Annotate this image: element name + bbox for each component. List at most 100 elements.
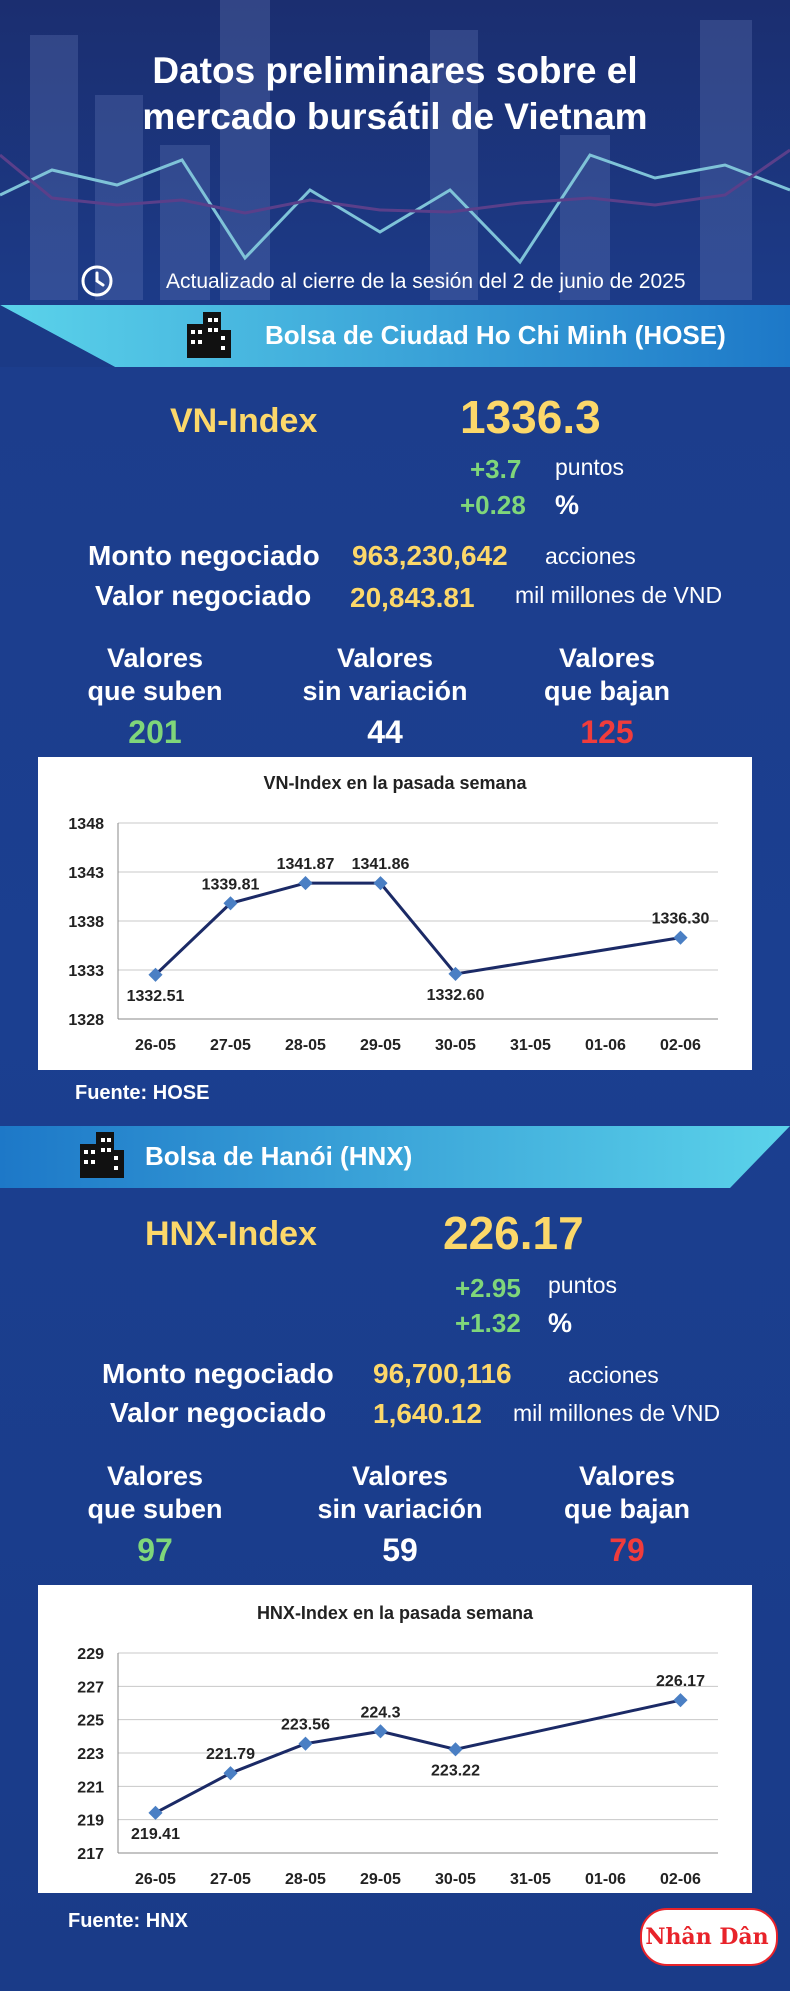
data-label: 223.56 xyxy=(281,1717,330,1734)
unchanged-label-1: Valores xyxy=(336,643,434,673)
y-tick-label: 1343 xyxy=(68,865,104,882)
hnx-turnover-unit: mil millones de VND xyxy=(513,1400,721,1426)
decliners-label-1: Valores xyxy=(578,1461,676,1491)
vn-chart-svg: VN-Index en la pasada semana 1328 1333 1338… xyxy=(68,773,718,1054)
x-tick-label: 26-05 xyxy=(135,1871,176,1888)
data-point xyxy=(298,876,313,891)
data-point xyxy=(673,1693,688,1708)
hnx-unchanged: Valores sin variación 59 xyxy=(305,1460,495,1569)
hnx-turnover-label: Valor negociado xyxy=(110,1397,327,1428)
vn-index-value: 1336.3 xyxy=(460,391,601,443)
vn-volume-label: Monto negociado xyxy=(88,540,320,571)
x-tick-label: 27-05 xyxy=(210,1037,251,1054)
x-tick-label: 26-05 xyxy=(135,1037,176,1054)
decliners-label-1: Valores xyxy=(558,643,656,673)
vn-decliners: Valores que bajan 125 xyxy=(512,642,702,751)
y-tick-label: 219 xyxy=(77,1813,104,1830)
hnx-volume-value: 96,700,116 xyxy=(373,1358,512,1389)
hnx-volume-label: Monto negociado xyxy=(102,1358,334,1389)
vn-turnover-label: Valor negociado xyxy=(95,580,312,611)
chart-title: HNX-Index en la pasada semana xyxy=(257,1603,534,1623)
data-label: 1341.87 xyxy=(277,856,335,873)
data-label: 1339.81 xyxy=(202,876,260,893)
hnx-pct-label: % xyxy=(548,1308,573,1338)
decliners-label-2: que bajan xyxy=(543,676,671,706)
y-tick-label: 227 xyxy=(77,1679,104,1696)
hnx-chart-svg: HNX-Index en la pasada semana 217 219 221 22… xyxy=(77,1603,718,1888)
advancers-label-1: Valores xyxy=(106,643,204,673)
bg-column xyxy=(430,30,478,300)
hnx-decliners: Valores que bajan 79 xyxy=(532,1460,722,1569)
x-tick-label: 27-05 xyxy=(210,1871,251,1888)
hnx-turnover-value: 1,640.12 xyxy=(373,1398,482,1429)
hnx-source: Fuente: HNX xyxy=(68,1910,188,1932)
logo-text: Nhân Dân xyxy=(645,1924,769,1950)
y-tick-label: 223 xyxy=(77,1746,104,1763)
data-label: 1336.30 xyxy=(652,911,710,928)
data-label: 1341.86 xyxy=(352,856,410,873)
vn-change-pct: +0.28 xyxy=(460,490,526,520)
advancers-label-2: que suben xyxy=(87,676,223,706)
x-tick-label: 29-05 xyxy=(360,1037,401,1054)
data-label: 221.79 xyxy=(206,1746,255,1763)
decliners-label-2: que bajan xyxy=(563,1494,691,1524)
vn-change-points: +3.7 xyxy=(470,454,522,484)
data-point xyxy=(373,876,388,891)
vn-pct-label: % xyxy=(555,490,580,520)
y-tick-label: 1333 xyxy=(68,963,104,980)
bg-column xyxy=(30,35,78,300)
unchanged-label-2: sin variación xyxy=(302,676,468,706)
bg-column xyxy=(160,145,210,300)
advancers-label-2: que suben xyxy=(87,1494,223,1524)
x-tick-label: 31-05 xyxy=(510,1037,551,1054)
vn-points-label: puntos xyxy=(555,454,625,480)
hnx-points-label: puntos xyxy=(548,1272,618,1298)
bg-column xyxy=(220,0,270,300)
unchanged-value: 44 xyxy=(367,714,403,750)
y-tick-label: 1338 xyxy=(68,914,104,931)
data-point xyxy=(673,930,688,945)
vn-volume-value: 963,230,642 xyxy=(352,540,508,571)
title-line-2: mercado bursátil de Vietnam xyxy=(142,96,648,137)
x-tick-label: 01-06 xyxy=(585,1871,626,1888)
data-label: 226.17 xyxy=(656,1673,705,1690)
decliners-value: 79 xyxy=(609,1532,645,1568)
x-tick-label: 02-06 xyxy=(660,1871,701,1888)
chart-title: VN-Index en la pasada semana xyxy=(263,773,527,793)
data-label: 1332.60 xyxy=(427,987,485,1004)
data-point xyxy=(298,1736,313,1751)
band-shape xyxy=(0,1126,790,1188)
header-trend-lines xyxy=(0,148,790,265)
hnx-advancers: Valores que suben 97 xyxy=(60,1460,250,1569)
y-tick-label: 1328 xyxy=(68,1012,104,1029)
bg-column xyxy=(700,20,752,300)
data-label: 219.41 xyxy=(131,1826,180,1843)
hnx-change-points: +2.95 xyxy=(455,1273,521,1303)
vn-turnover-unit: mil millones de VND xyxy=(515,582,723,608)
x-tick-label: 28-05 xyxy=(285,1871,326,1888)
unchanged-label-1: Valores xyxy=(351,1461,449,1491)
y-tick-label: 221 xyxy=(77,1779,104,1796)
hnx-volume-unit: acciones xyxy=(568,1362,659,1388)
data-label: 223.22 xyxy=(431,1762,480,1779)
data-point xyxy=(373,1724,388,1739)
vn-advancers: Valores que suben 201 xyxy=(60,642,250,751)
series-line xyxy=(154,1698,681,1815)
advancers-value: 201 xyxy=(128,714,182,750)
advancers-value: 97 xyxy=(137,1532,173,1568)
title-line-1: Datos preliminares sobre el xyxy=(152,50,638,91)
x-tick-label: 28-05 xyxy=(285,1037,326,1054)
hnx-exchange-name: Bolsa de Hanói (HNX) xyxy=(145,1141,413,1171)
updated-text: Actualizado al cierre de la sesión del 2… xyxy=(166,270,686,293)
vn-index-chart: VN-Index en la pasada semana 1328 1333 1338… xyxy=(38,757,752,1070)
clock-icon xyxy=(81,265,113,297)
hnx-change-pct: +1.32 xyxy=(455,1308,521,1338)
x-tick-label: 30-05 xyxy=(435,1871,476,1888)
x-tick-label: 01-06 xyxy=(585,1037,626,1054)
vn-turnover-value: 20,843.81 xyxy=(350,582,475,613)
x-tick-label: 29-05 xyxy=(360,1871,401,1888)
x-tick-label: 02-06 xyxy=(660,1037,701,1054)
vn-volume-unit: acciones xyxy=(545,543,636,569)
data-point xyxy=(148,1805,163,1820)
